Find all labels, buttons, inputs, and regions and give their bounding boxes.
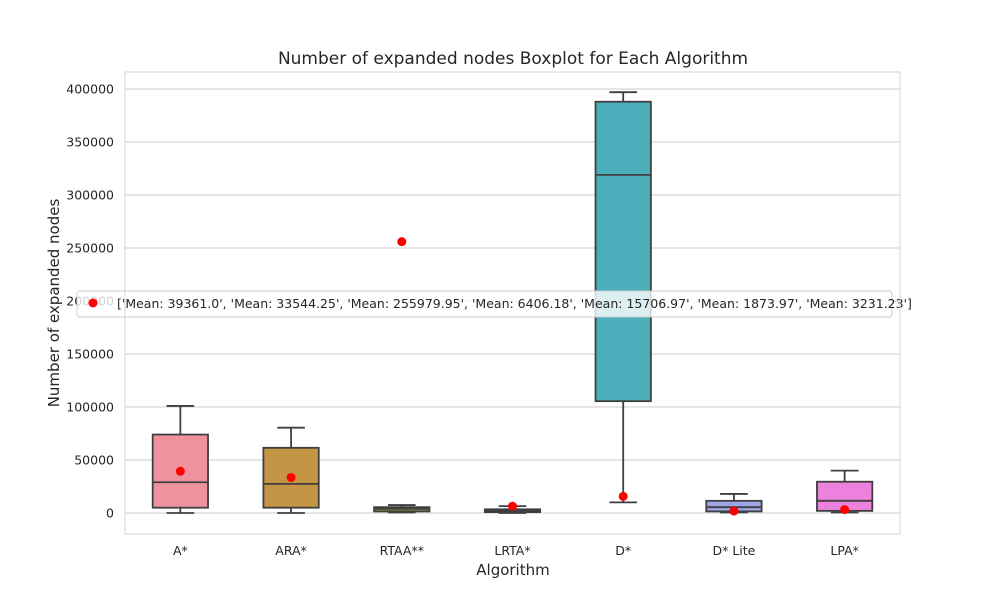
mean-marker: [508, 501, 517, 511]
legend-frame: [76, 290, 893, 318]
y-tick-label: 250000: [66, 241, 114, 256]
x-tick-label: D*: [615, 543, 631, 558]
box-group: A*: [151, 405, 209, 558]
legend-label: ['Mean: 39361.0', 'Mean: 33544.25', 'Mea…: [117, 296, 912, 311]
y-tick-label: 0: [106, 506, 114, 521]
y-tick-label: 300000: [66, 188, 114, 203]
box-group: ARA*: [262, 426, 320, 558]
x-tick-label: LRTA*: [494, 543, 530, 558]
plot-area-frame: [124, 71, 901, 535]
y-tick-label: 400000: [66, 82, 114, 97]
box-group: RTAA**: [373, 504, 431, 558]
x-tick-label: D* Lite: [712, 543, 755, 558]
x-tick-label: LPA*: [830, 543, 859, 558]
mean-markers-layer: [175, 237, 850, 516]
mean-marker: [840, 505, 850, 515]
mean-marker: [286, 472, 296, 482]
box-group: LPA*: [816, 469, 874, 558]
boxes-layer: A* ARA* RTAA** LRTA* D* D* Lite LPA*: [151, 91, 874, 558]
x-axis-label: Algorithm: [476, 561, 549, 579]
y-tick-label: 50000: [74, 453, 114, 468]
mean-marker: [729, 506, 739, 516]
box-iqr: [594, 100, 652, 403]
x-tick-label: RTAA**: [380, 543, 424, 558]
x-tick-label: ARA*: [275, 543, 307, 558]
y-tick-label: 350000: [66, 135, 114, 150]
mean-marker: [618, 491, 628, 501]
y-tick-label: 150000: [66, 347, 114, 362]
x-tick-label: A*: [173, 543, 188, 558]
y-tick-label: 100000: [66, 400, 114, 415]
y-axis-label: Number of expanded nodes: [45, 199, 63, 408]
chart-title: Number of expanded nodes Boxplot for Eac…: [278, 49, 748, 69]
mean-marker: [397, 237, 407, 247]
box-group: D*: [594, 91, 652, 558]
mean-marker: [175, 466, 185, 476]
legend-marker: [88, 298, 98, 308]
box-group: LRTA*: [483, 505, 542, 558]
legend: ['Mean: 39361.0', 'Mean: 33544.25', 'Mea…: [76, 290, 912, 318]
box-group: D* Lite: [705, 493, 763, 558]
